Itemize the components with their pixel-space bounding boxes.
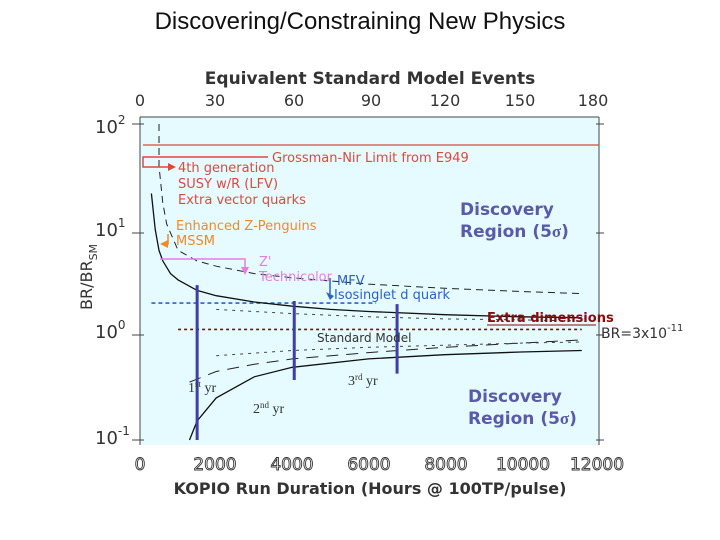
extra-dimensions-label: Extra dimensions [487,311,614,326]
susy-label: SUSY w/R (LFV) [178,177,278,192]
y-tick-label: 100 [95,318,126,343]
y-tick-exp: -1 [118,424,130,438]
year-3-unit: yr [363,374,379,389]
discovery-upper-region-word: Region (5 [460,222,552,242]
fourth-gen-label: 4th generation [178,161,274,176]
year-2-num: 2 [253,402,260,417]
br-value: BR=3x10 [601,326,667,342]
top-tick-label: 90 [361,91,381,110]
discovery-upper-sigma: σ [552,222,562,241]
y-axis-label-sub: SM [87,244,100,260]
year-1-num: 1 [188,381,195,396]
standard-model-label: Standard Model [317,331,411,345]
year-3-label: 3rd yr [348,372,378,389]
y-axis: 102 101 100 10-1 BR/BRSM [77,113,604,449]
discovery-upper-title: Discovery [460,200,554,220]
top-tick-label: 60 [284,91,304,110]
y-tick-base: 10 [95,220,118,241]
year-1-sup: st [195,379,202,389]
isosinglet-label: Isosinglet d quark [334,288,450,303]
mfv-arrow [326,292,334,300]
mfv-label: MFV [337,274,365,289]
discovery-lower-sigma: σ [560,409,570,428]
year-3-sup: rd [355,372,363,382]
y-axis-label: BR/BRSM [77,244,100,310]
y-tick-exp: 1 [118,216,126,230]
discovery-upper-close: ) [561,222,569,242]
top-tick-label: 0 [135,91,145,110]
mssm-label: MSSM [176,234,215,249]
x-tick-label: 10000 [496,455,550,475]
zpenguin-arrow [160,240,168,248]
x-tick-label: 4000 [270,455,313,475]
x-tick-label: 0 [135,455,146,475]
x-axis: 0 2000 4000 6000 8000 10000 12000 KOPIO … [134,455,624,498]
top-tick-label: 30 [205,91,225,110]
y-tick-label: 102 [95,113,126,138]
x-tick-label: 2000 [193,455,236,475]
fourth-gen-bracket [142,156,268,168]
discovery-region-lower: Discovery Region (5σ) [468,387,577,429]
slide-title: Discovering/Constraining New Physics [154,8,566,35]
zprime-label: Z' [259,255,271,270]
y-tick-base: 10 [95,428,118,449]
br-exponent: -11 [667,323,683,334]
y-tick-exp: 0 [118,318,126,332]
x-tick-label: 12000 [570,455,624,475]
inner-dashed-upper-curve [216,308,582,322]
y-tick-label: 101 [95,216,126,241]
zprime-bracket [160,258,246,268]
y-axis-label-main: BR/BR [77,260,96,310]
top-tick-label: 180 [578,91,609,110]
br-label: BR=3x10-11 [601,323,683,342]
discovery-lower-dashed-curve [189,339,582,383]
chart-title: Equivalent Standard Model Events [205,69,535,89]
fourth-gen-arrow [168,163,176,171]
y-tick-base: 10 [95,322,118,343]
y-tick-base: 10 [95,117,118,138]
year-1-unit: yr [201,381,217,396]
lower-bound-curve [188,349,582,441]
top-tick-label: 120 [430,91,461,110]
zpenguin-label: Enhanced Z-Penguins [176,219,317,234]
x-tick-label: 8000 [424,455,467,475]
x-tick-label: 6000 [347,455,390,475]
year-2-label: 2nd yr [253,400,285,417]
extra-vector-quarks-label: Extra vector quarks [178,193,306,208]
year-2-sup: nd [260,400,270,410]
discovery-lower-region: Region (5σ) [468,409,577,429]
year-2-unit: yr [269,402,285,417]
grossman-nir-label: Grossman-Nir Limit from E949 [272,151,469,166]
discovery-lower-close: ) [569,409,577,429]
curves [150,124,582,441]
y-tick-label: 10-1 [95,424,130,449]
zprime-arrow [241,267,249,275]
discovery-upper-dashed-curve [158,124,582,295]
upper-bound-curve [150,193,582,319]
technicolor-label: Technicolor [258,270,333,285]
x-axis-label: KOPIO Run Duration (Hours @ 100TP/pulse) [174,479,567,498]
plot-area [140,117,599,445]
year-1-label: 1st yr [188,379,217,396]
discovery-region-upper: Discovery Region (5σ) [460,200,569,242]
discovery-lower-title: Discovery [468,387,562,407]
y-tick-exp: 2 [118,113,126,127]
discovery-upper-region: Region (5σ) [460,222,569,242]
discovery-lower-region-word: Region (5 [468,409,560,429]
top-axis: 0 30 60 90 120 150 180 [135,91,608,110]
top-tick-label: 150 [505,91,536,110]
year-3-num: 3 [348,374,355,389]
